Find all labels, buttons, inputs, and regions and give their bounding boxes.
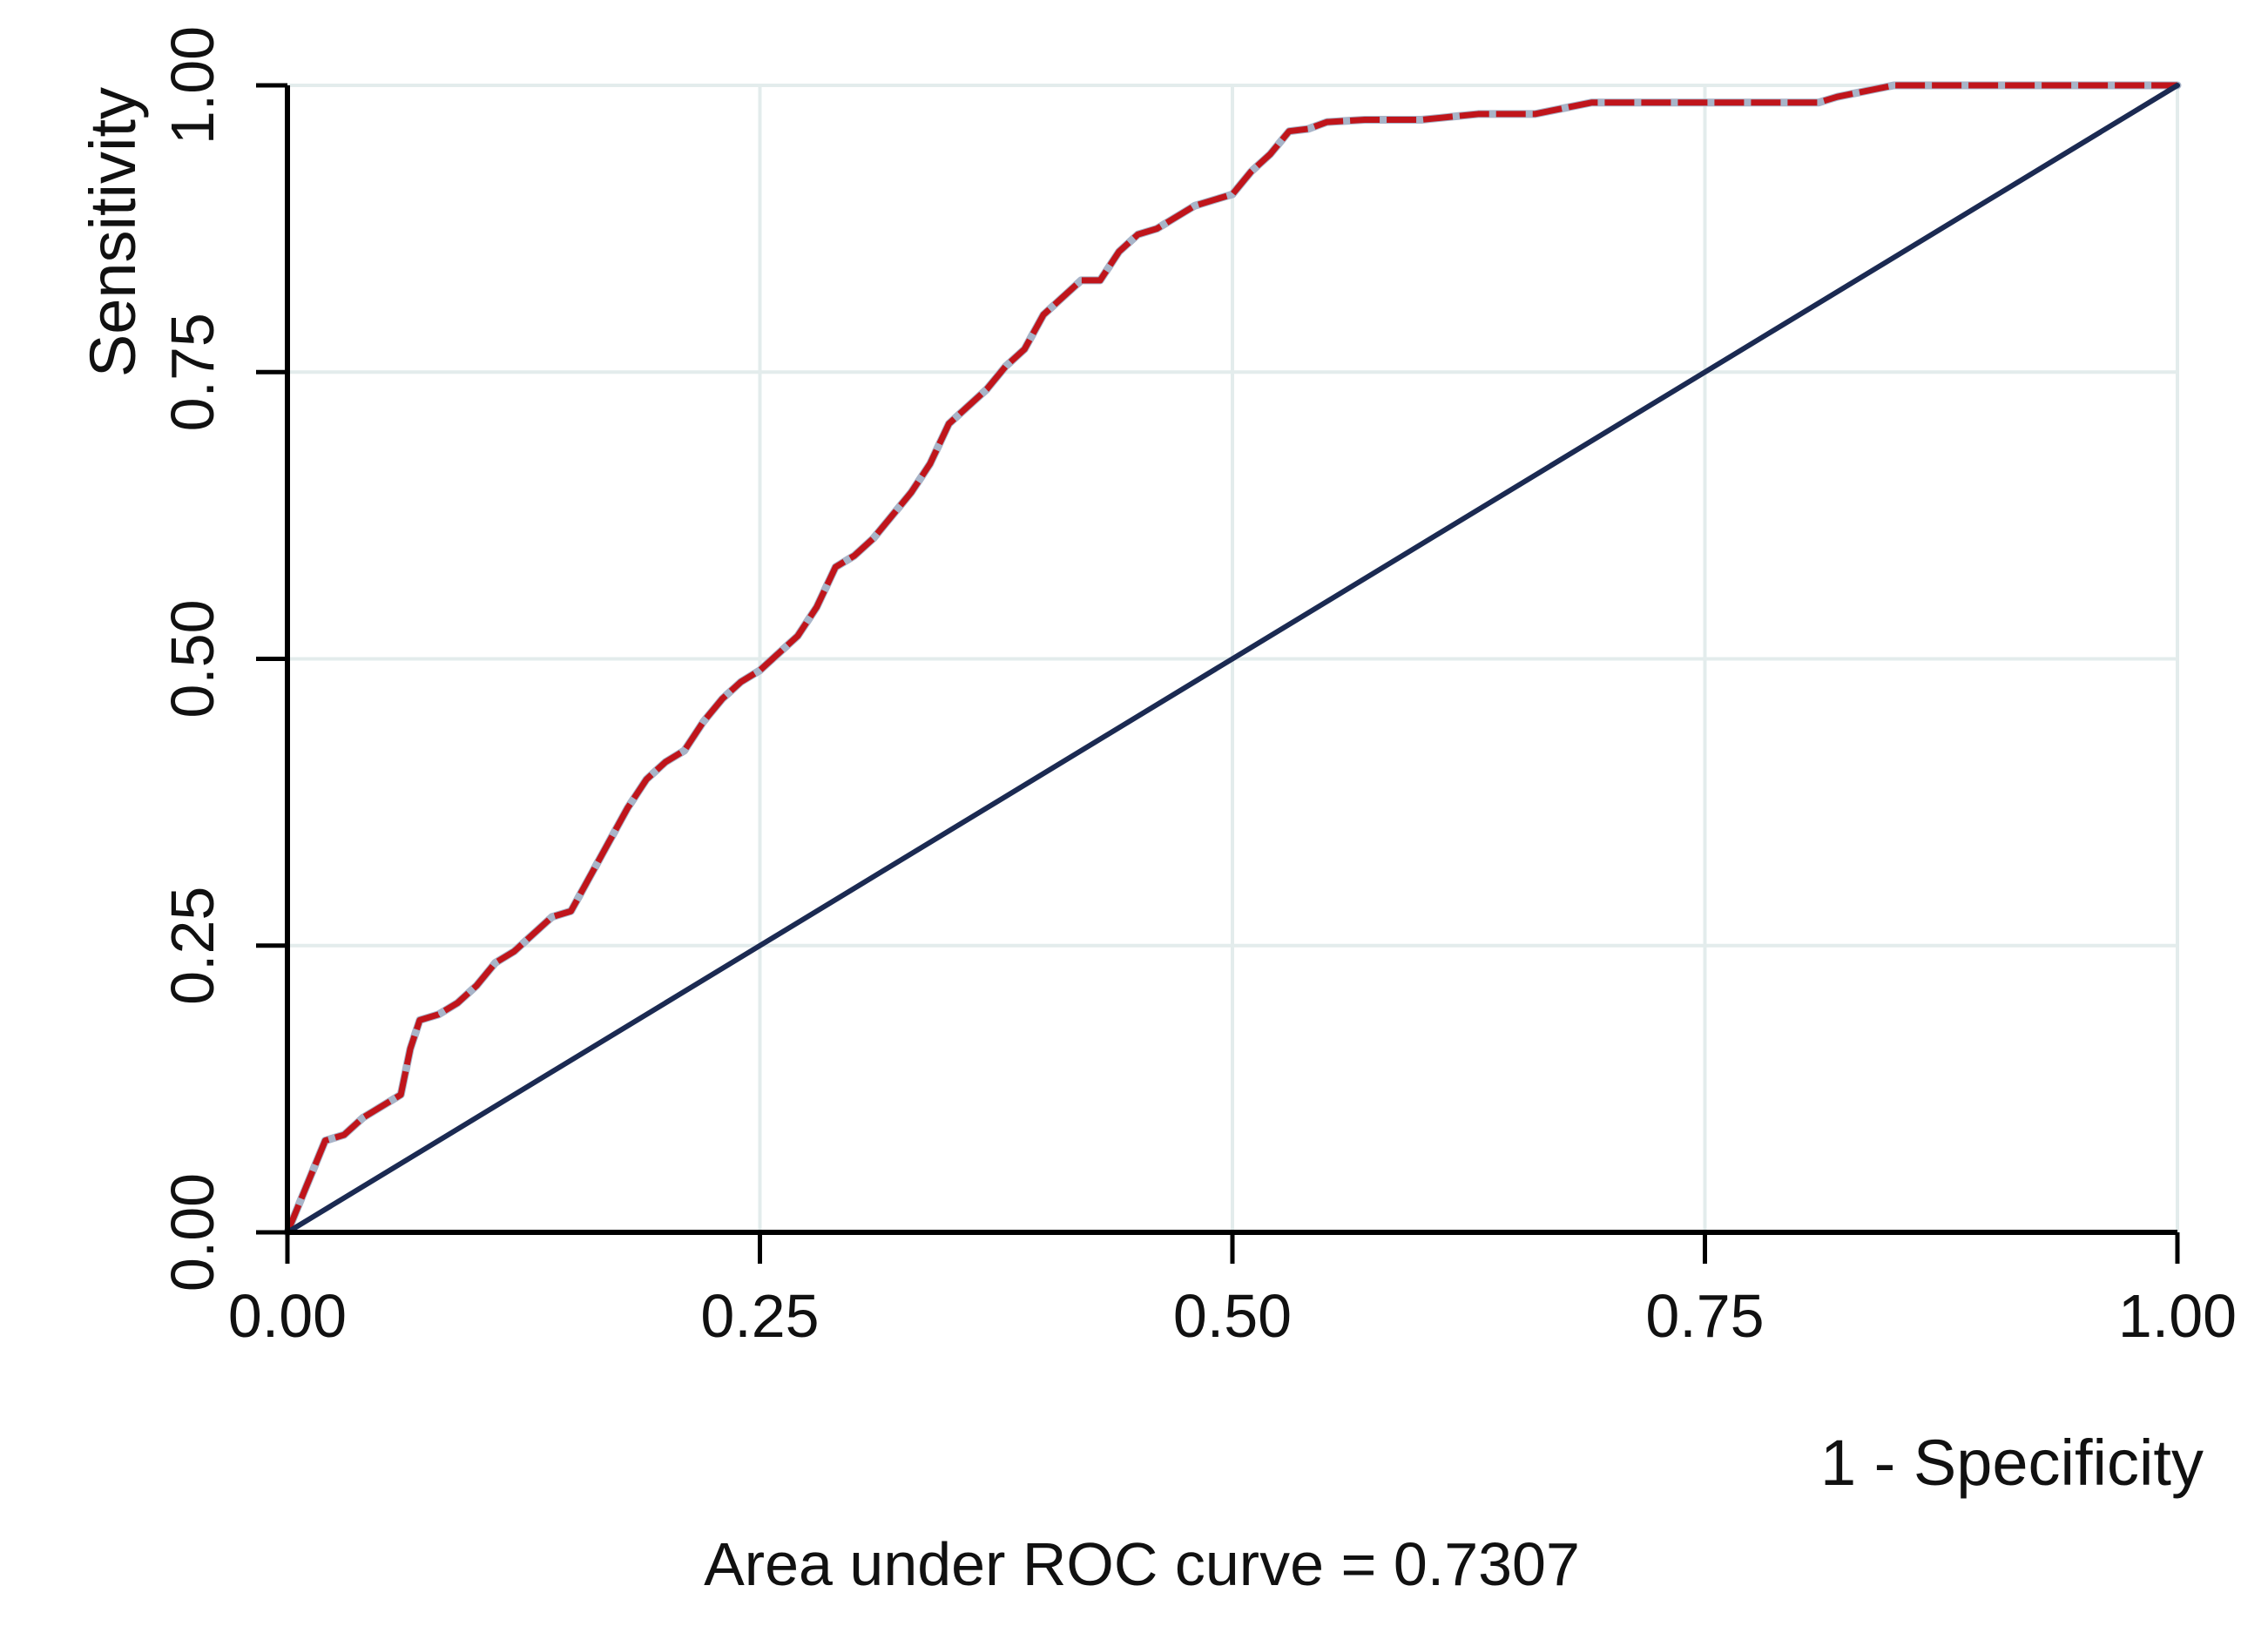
axis-layer bbox=[256, 83, 2180, 1264]
y-tick-label-0: 0.00 bbox=[159, 1173, 226, 1292]
x-tick-label-2: 0.50 bbox=[1173, 1282, 1292, 1350]
x-tick-label-4: 1.00 bbox=[2118, 1282, 2237, 1350]
reference-line bbox=[285, 83, 2180, 1235]
y-tick-label-4: 1.00 bbox=[159, 26, 226, 145]
auc-note: Area under ROC curve = 0.7307 bbox=[704, 1530, 1580, 1598]
x-tick-label-0: 0.00 bbox=[228, 1282, 347, 1350]
y-tick-label-2: 0.50 bbox=[159, 599, 226, 718]
x-axis-title: 1 - Specificity bbox=[1820, 1427, 2204, 1499]
roc-curve-line bbox=[284, 82, 2177, 1234]
series-layer bbox=[283, 81, 2182, 1237]
y-tick-label-3: 0.75 bbox=[159, 313, 226, 431]
chart-background bbox=[30, 17, 2238, 1620]
y-axis-title: Sensitivity bbox=[77, 87, 149, 377]
x-tick-label-1: 0.25 bbox=[700, 1282, 819, 1350]
x-tick-label-3: 0.75 bbox=[1645, 1282, 1764, 1350]
y-tick-label-1: 0.25 bbox=[159, 887, 226, 1005]
label-layer: Sensitivity 1 - Specificity Area under R… bbox=[77, 26, 2237, 1598]
